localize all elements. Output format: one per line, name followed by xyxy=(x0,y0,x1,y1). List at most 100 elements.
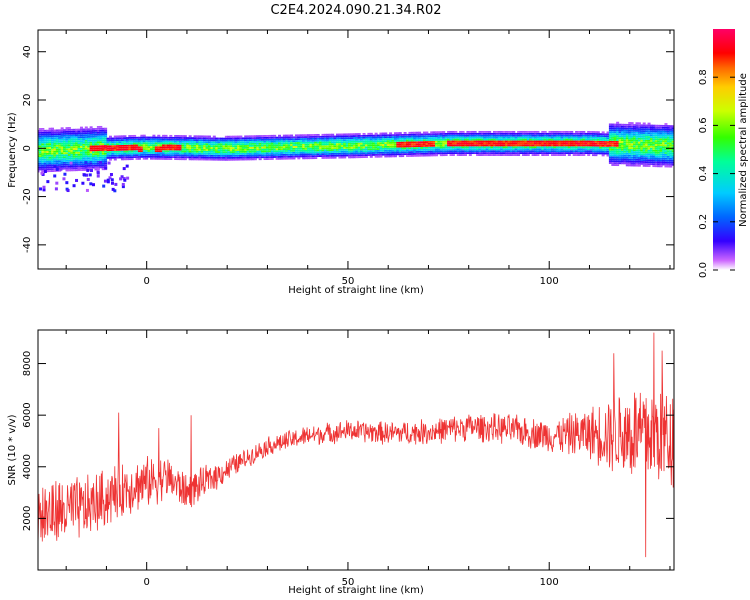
spectrogram-cell xyxy=(415,143,419,146)
spectrogram-cell xyxy=(128,144,132,147)
spectrogram-cell xyxy=(38,145,40,148)
spectrogram-cell xyxy=(135,156,139,158)
spectrogram-cell xyxy=(63,129,67,131)
spectrogram-cell xyxy=(649,126,653,129)
spectrogram-cell xyxy=(278,136,282,139)
spectrogram-cell xyxy=(75,148,79,150)
spectrogram-cell xyxy=(55,139,59,141)
spectrogram-cell xyxy=(108,137,112,140)
spectrogram-cell xyxy=(77,161,81,164)
spectrogram-cell xyxy=(657,157,661,160)
spectrogram-cell xyxy=(157,138,161,141)
spectrogram-cell xyxy=(497,136,501,139)
spectrogram-cell xyxy=(319,151,323,154)
spectrogram-cell xyxy=(65,144,69,147)
spectrogram-cell xyxy=(466,134,470,137)
spectrogram-cell xyxy=(517,154,521,156)
spectrogram-cell xyxy=(319,139,323,142)
spectrogram-cell xyxy=(620,123,624,126)
spectrogram-cell xyxy=(116,145,120,147)
spectrogram-cell xyxy=(625,143,629,146)
spectrogram-cell xyxy=(517,144,521,147)
spectrogram-cell xyxy=(579,142,583,145)
spectrogram-cell xyxy=(140,148,144,151)
spectrogram-cell xyxy=(82,167,86,169)
spectrogram-cell xyxy=(297,153,301,156)
spectrogram-cell xyxy=(217,139,221,142)
spectrogram-cell xyxy=(43,154,47,157)
spectrogram-cell xyxy=(548,152,552,155)
spectrogram-cell xyxy=(128,152,132,155)
spectrogram-cell xyxy=(178,154,182,157)
spectrogram-cell xyxy=(389,151,393,154)
spectrogram-cell xyxy=(75,144,79,146)
spectrogram-cell xyxy=(328,147,332,150)
spectrogram-cell xyxy=(565,152,569,155)
spectrogram-cell xyxy=(72,153,76,156)
spectrogram-cell xyxy=(442,152,446,155)
spectrogram-cell xyxy=(635,124,639,127)
spectrogram-cell xyxy=(652,132,656,135)
spectrogram-cell xyxy=(372,150,376,152)
spectrogram-cell xyxy=(261,138,265,141)
spectrogram-cell xyxy=(389,153,393,156)
spectrogram-cell xyxy=(193,144,197,147)
spectrogram-cell xyxy=(65,158,69,160)
spectrogram-cell xyxy=(251,156,255,159)
spectrogram-cell xyxy=(633,147,637,150)
spectrogram-cell xyxy=(642,136,646,138)
spectrogram-cell xyxy=(379,134,383,137)
spectrogram-cell xyxy=(538,136,542,139)
spectrogram-cell xyxy=(642,155,646,158)
spectrogram-cell xyxy=(224,137,228,140)
spectrogram-cell xyxy=(384,147,388,150)
spectrogram-cell xyxy=(550,150,554,153)
spectrogram-cell xyxy=(664,161,668,164)
spectrogram-cell xyxy=(278,157,282,160)
spectrogram-cell xyxy=(207,147,211,149)
spectrogram-cell xyxy=(92,132,96,134)
spectrogram-cell xyxy=(101,141,105,144)
spectrogram-cell xyxy=(524,130,528,133)
spectrogram-cell xyxy=(125,154,129,157)
spectrogram-cell xyxy=(418,139,422,142)
spectrogram-cell xyxy=(654,146,658,148)
spectrogram-cell xyxy=(492,132,496,135)
spectrogram-cell xyxy=(75,132,79,135)
spectrogram-cell xyxy=(408,143,412,146)
spectrogram-cell xyxy=(278,152,282,154)
spectrogram-cell xyxy=(285,136,289,139)
spectrogram-cell xyxy=(263,146,267,149)
spectrogram-cell xyxy=(258,144,262,147)
spectrogram-cell xyxy=(611,125,615,128)
spectrogram-cell xyxy=(118,148,122,151)
spectrogram-cell xyxy=(628,125,632,128)
spectrogram-cell xyxy=(302,142,306,144)
snr-y-label: SNR (10 * v/v) xyxy=(7,414,18,485)
spectrogram-cell xyxy=(280,142,284,145)
spectrogram-cell xyxy=(500,140,504,143)
spectrogram-cell xyxy=(657,148,661,150)
spectrogram-cell xyxy=(662,146,666,149)
spectrogram-cell xyxy=(292,136,296,139)
spectrogram-cell xyxy=(331,143,335,146)
spectrogram-cell xyxy=(425,131,429,134)
spectrogram-cell xyxy=(101,162,105,165)
spectrogram-cell xyxy=(512,130,516,133)
spectrogram-cell xyxy=(389,155,393,158)
spectrogram-cell xyxy=(162,146,166,149)
spectrogram-cell xyxy=(140,146,144,149)
spectrogram-cell xyxy=(490,150,494,153)
spectrogram-cell xyxy=(111,147,115,149)
spectrogram-cell xyxy=(239,141,243,144)
spectrogram-cell xyxy=(323,133,327,136)
spectrogram-cell xyxy=(164,134,168,137)
spectrogram-cell xyxy=(652,147,656,150)
spectrogram-cell xyxy=(613,162,617,165)
spectrogram-cell xyxy=(58,129,62,132)
spectrogram-cell xyxy=(307,136,311,138)
snr-x-tick-label: 0 xyxy=(143,577,149,588)
spectrogram-cell xyxy=(343,135,347,138)
spectrogram-cell xyxy=(43,166,47,169)
spectrogram-cell xyxy=(623,158,627,161)
